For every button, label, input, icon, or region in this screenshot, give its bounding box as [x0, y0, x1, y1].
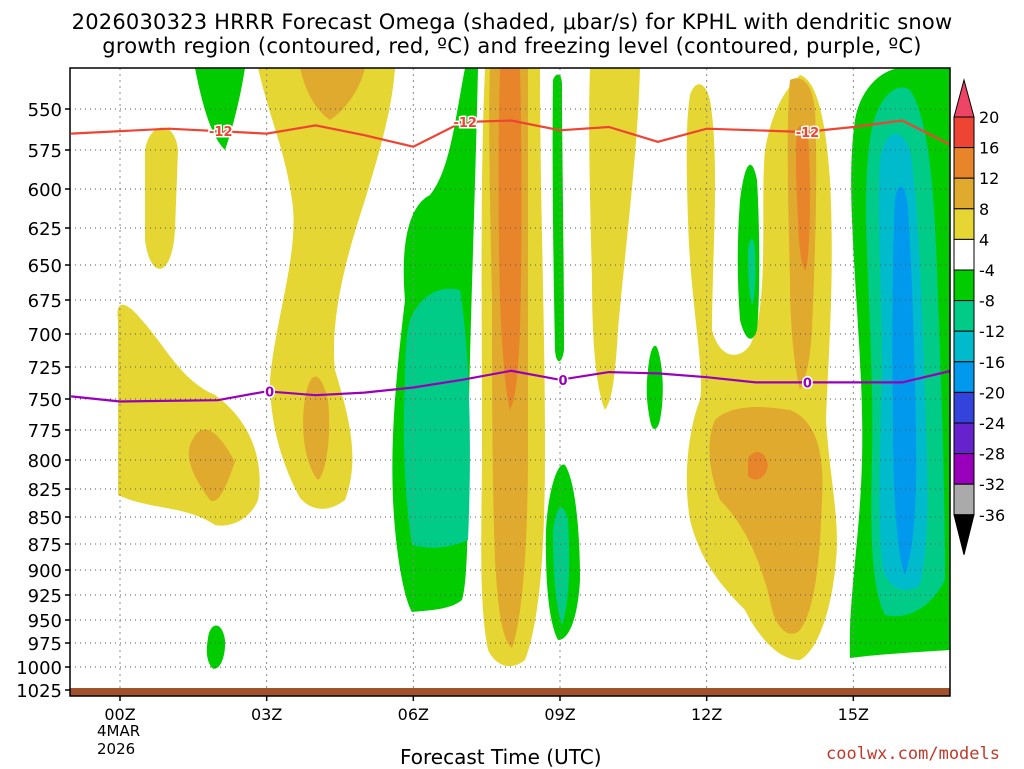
date-month-label: 4MAR	[97, 722, 141, 740]
omega-region-pos-12-16	[748, 451, 768, 480]
y-tick-label: 925	[28, 586, 62, 607]
y-tick-label: 800	[28, 451, 62, 472]
colorbar-top-triangle	[953, 78, 975, 118]
x-axis-title: Forecast Time (UTC)	[400, 745, 602, 769]
colorbar-label: 16	[979, 139, 999, 158]
colorbar-bin	[953, 208, 975, 240]
dendritic-contour-label: -12	[796, 126, 820, 141]
colorbar-label: -16	[979, 353, 1005, 372]
freezing-contour-label: 0	[803, 376, 812, 391]
colorbar-bin	[953, 116, 975, 149]
dendritic-contour-label: -12	[209, 125, 233, 140]
y-tick-label: 1000	[16, 658, 62, 679]
colorbar-bin	[953, 147, 975, 179]
omega-region-pos-8-12	[709, 407, 823, 634]
x-tick-label: 03Z	[251, 705, 282, 724]
colorbar-label: -20	[979, 383, 1005, 402]
colorbar-label: 12	[979, 169, 999, 188]
omega-region-pos-8-12	[303, 376, 330, 480]
colorbar-bin	[953, 300, 975, 332]
colorbar-label: -8	[979, 292, 995, 311]
dendritic-contour-line	[71, 119, 950, 148]
y-tick-label: 550	[28, 100, 62, 121]
x-tick-label: 12Z	[691, 705, 722, 724]
y-tick-label: 700	[28, 325, 62, 346]
omega-region-pos-12-16	[498, 68, 522, 410]
chart-title-line1: 2026030323 HRRR Forecast Omega (shaded, …	[71, 10, 953, 34]
omega-region-neg-4-8	[206, 625, 226, 669]
colorbar-bin	[953, 238, 975, 271]
colorbar-label: -24	[979, 414, 1005, 433]
colorbar-bin	[953, 177, 975, 210]
omega-region-pos-4-8	[258, 68, 395, 509]
x-axis: 00Z 03Z 06Z 09Z 12Z 15Z	[104, 696, 869, 724]
y-tick-label: 725	[28, 358, 62, 379]
y-tick-label: 850	[28, 508, 62, 529]
y-tick-label: 825	[28, 480, 62, 501]
contours: -12 -12 -12 0 0 0	[70, 115, 950, 403]
omega-region-pos-12-16	[795, 125, 810, 271]
y-tick-label: 625	[28, 219, 62, 240]
y-tick-label: 775	[28, 421, 62, 442]
omega-region-neg-8-12	[403, 288, 470, 548]
omega-region-pos-4-8	[589, 68, 640, 410]
y-tick-label: 575	[28, 141, 62, 162]
colorbar-label: 4	[979, 230, 989, 249]
ground-strip	[70, 688, 950, 696]
colorbar-bin	[953, 269, 975, 302]
y-tick-label: 1025	[16, 681, 62, 702]
x-tick-label: 00Z	[104, 705, 135, 724]
colorbar-bin	[953, 330, 975, 363]
colorbar-label: -32	[979, 475, 1005, 494]
y-tick-label: 950	[28, 611, 62, 632]
dendritic-contour-label: -12	[453, 116, 477, 131]
colorbar-bin	[953, 422, 975, 455]
omega-region-neg-4-8	[552, 74, 564, 362]
colorbar-bottom-triangle	[953, 514, 975, 555]
omega-region-pos-8-12	[188, 429, 235, 501]
freezing-contour-label: 0	[265, 385, 274, 400]
plot-frame	[69, 67, 951, 697]
freezing-contour-line	[70, 369, 950, 403]
omega-region-neg-8-12	[748, 238, 756, 305]
omega-region-neg-8-12	[553, 507, 570, 625]
chart-title-line2: growth region (contoured, red, ºC) and f…	[102, 34, 922, 58]
colorbar-label: -4	[979, 261, 995, 280]
y-tick-label: 750	[28, 390, 62, 411]
omega-shading	[117, 68, 950, 669]
y-tick-label: 600	[28, 180, 62, 201]
freezing-contour-label: 0	[558, 374, 567, 389]
omega-region-pos-4-8	[145, 127, 178, 269]
y-tick-label: 675	[28, 291, 62, 312]
y-tick-label: 650	[28, 256, 62, 277]
x-tick-label: 09Z	[544, 705, 575, 724]
omega-region-neg-4-8	[646, 345, 663, 429]
date-year-label: 2026	[97, 740, 136, 758]
credit-link[interactable]: coolwx.com/models	[826, 744, 1000, 764]
colorbar-label: -36	[979, 506, 1005, 525]
colorbar-bin	[953, 453, 975, 485]
omega-region-pos-4-8	[117, 304, 260, 526]
grid-lines	[70, 68, 950, 696]
colorbar-bin	[953, 391, 975, 424]
y-tick-label: 975	[28, 634, 62, 655]
colorbar-label: 8	[979, 200, 989, 219]
y-tick-label: 900	[28, 561, 62, 582]
colorbar-bin	[953, 361, 975, 393]
colorbar-label: -28	[979, 445, 1005, 464]
colorbar: 20 16 12 8 4 -4 -8 -12 -16 -20 -24 -28 -32 -36	[953, 78, 1005, 555]
y-axis: 550 575 600 625 650 675 700 725 750 775 800 825 850 8…	[16, 100, 70, 702]
x-tick-label: 06Z	[398, 705, 429, 724]
colorbar-label: 20	[979, 108, 999, 127]
colorbar-label: -12	[979, 322, 1005, 341]
omega-region-pos-8-12	[300, 68, 365, 120]
x-tick-label: 15Z	[838, 705, 869, 724]
colorbar-bin	[953, 483, 975, 516]
y-tick-label: 875	[28, 535, 62, 556]
